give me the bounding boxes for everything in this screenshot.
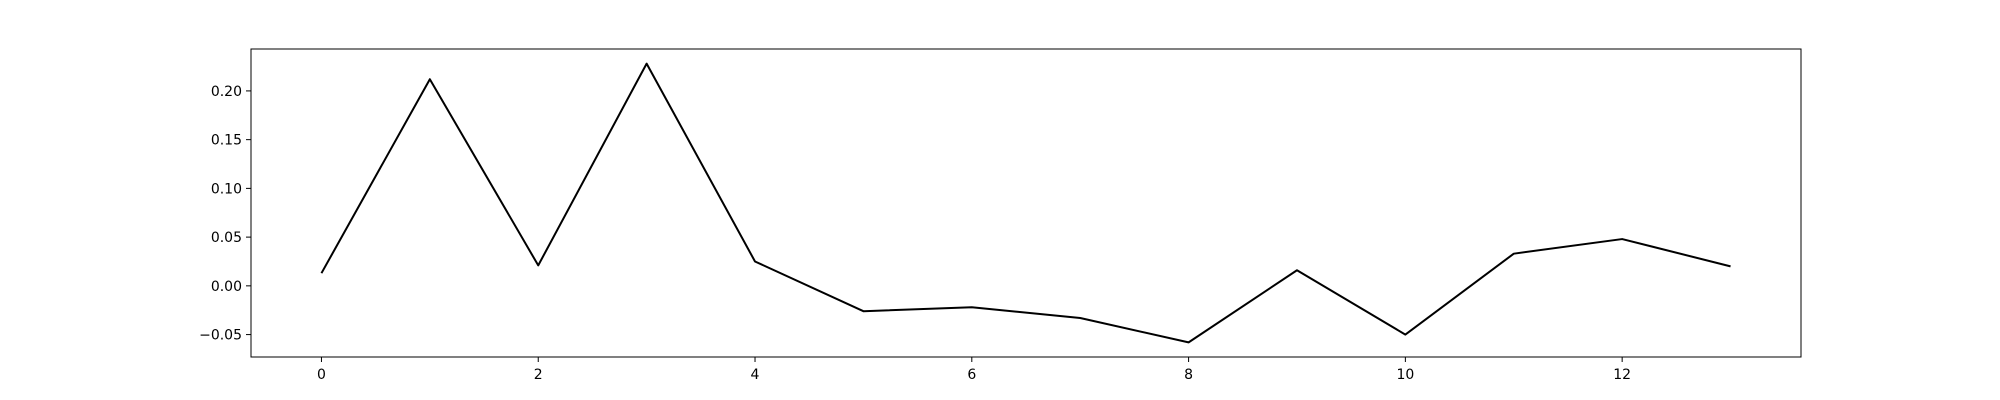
series-line-0 [320, 62, 1731, 344]
axes-frame [250, 48, 1802, 358]
y-tick-label: −0.05 [199, 328, 242, 344]
series-layer [320, 62, 1731, 344]
x-tick-label: 4 [751, 367, 760, 383]
x-tick-label: 0 [317, 367, 326, 383]
y-tick-label: 0.10 [211, 181, 242, 197]
plot-area: 0 2 4 6 8 10 12 −0.05 0.00 0.05 0.10 0.15 0.20 [199, 48, 1802, 383]
y-tick-label: 0.05 [211, 230, 242, 246]
y-tick-label: 0.00 [211, 279, 242, 295]
x-tick-label: 6 [967, 367, 976, 383]
x-axis-ticks: 0 2 4 6 8 10 12 [317, 357, 1631, 383]
x-tick-label: 10 [1396, 367, 1414, 383]
y-tick-label: 0.15 [211, 133, 242, 149]
x-tick-label: 2 [534, 367, 543, 383]
y-axis-ticks: −0.05 0.00 0.05 0.10 0.15 0.20 [199, 84, 251, 344]
x-tick-label: 8 [1184, 367, 1193, 383]
x-tick-label: 12 [1613, 367, 1631, 383]
y-tick-label: 0.20 [211, 84, 242, 100]
